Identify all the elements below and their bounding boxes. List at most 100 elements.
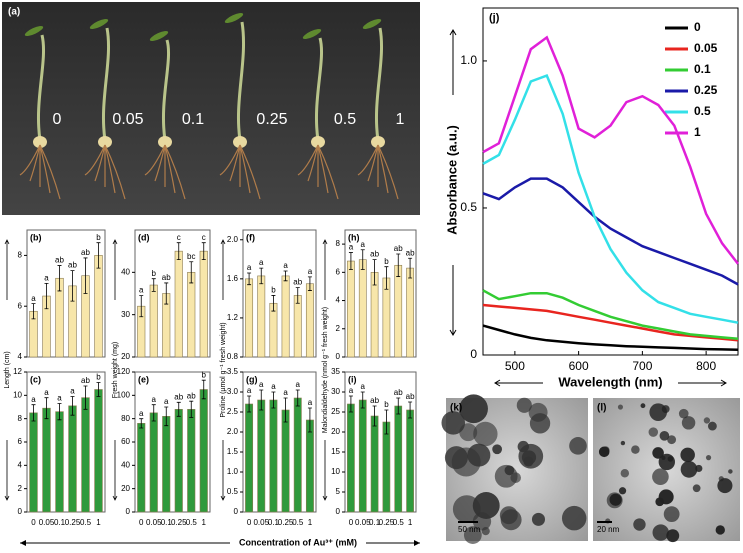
particle — [680, 447, 695, 463]
root — [239, 144, 251, 194]
seed — [98, 136, 112, 148]
x-tick-label: 0.1 — [54, 518, 66, 527]
panel-label: (g) — [246, 374, 258, 384]
root — [39, 144, 61, 200]
axis-arrow — [449, 29, 457, 336]
error-bar — [247, 395, 252, 413]
particle — [523, 456, 534, 467]
bar — [68, 405, 77, 513]
root — [29, 144, 41, 182]
bar — [42, 407, 51, 513]
particle — [680, 460, 698, 478]
seed — [158, 136, 172, 148]
y-tick-label: 2.5 — [227, 407, 239, 416]
particle — [452, 495, 481, 523]
significance-letter: ab — [55, 256, 64, 265]
error-bar — [44, 282, 49, 310]
significance-letter: a — [361, 382, 366, 391]
root — [144, 144, 166, 176]
panel-label: (i) — [348, 374, 357, 384]
leaf — [89, 18, 109, 30]
significance-letter: c — [177, 233, 181, 242]
bar — [199, 389, 208, 513]
significance-letter: ab — [394, 244, 403, 253]
panel-label: (a) — [8, 7, 20, 18]
axis-arrow — [220, 239, 226, 501]
error-bar — [151, 404, 156, 422]
plot-frame — [26, 371, 106, 513]
significance-letter: a — [296, 380, 301, 389]
plot-frame — [482, 7, 739, 356]
particle — [631, 445, 640, 454]
significance-letter: a — [57, 394, 62, 403]
error-bar — [164, 406, 169, 427]
x-tick-label: 0 — [31, 518, 36, 527]
particle — [561, 505, 587, 531]
seedlings — [19, 12, 399, 200]
significance-letter: ab — [293, 278, 302, 287]
particle — [463, 526, 482, 544]
axis-arrow — [494, 379, 727, 387]
series-line — [482, 303, 739, 342]
x-tick-label: 0.05 — [253, 518, 269, 527]
significance-letter: a — [70, 387, 75, 396]
significance-letter: b — [384, 400, 389, 409]
y-tick-label: 15 — [331, 447, 340, 456]
bar — [358, 399, 367, 513]
root — [357, 144, 379, 176]
legend-label: 0.5 — [694, 104, 711, 118]
significance-letter: a — [139, 409, 144, 418]
bar — [269, 399, 278, 513]
root — [164, 144, 176, 194]
x-tick-label: 0.5 — [186, 518, 198, 527]
y-tick-label: 3.0 — [227, 387, 239, 396]
bar — [406, 267, 414, 358]
seed — [311, 136, 325, 148]
root — [239, 144, 261, 200]
error-bar — [31, 404, 36, 422]
error-bar — [176, 242, 181, 261]
panel-label: (d) — [138, 232, 150, 242]
plot-frame — [344, 371, 417, 513]
y-tick-label: 0 — [234, 507, 239, 516]
particle — [681, 416, 696, 430]
error-bar — [96, 382, 101, 397]
y-tick-label: 10 — [331, 467, 340, 476]
series-line — [482, 177, 739, 286]
plot-frame — [26, 229, 106, 358]
particle — [620, 440, 626, 446]
y-tick-label: 6 — [18, 301, 23, 310]
x-tick-label: 700 — [632, 359, 652, 373]
error-bar — [396, 397, 401, 415]
plot-frame — [344, 229, 417, 358]
particle — [617, 404, 624, 410]
bar — [94, 255, 103, 358]
significance-letter: a — [152, 395, 157, 404]
photo-label: 1 — [396, 111, 405, 128]
particle — [633, 518, 646, 531]
stem — [36, 34, 46, 141]
bar — [174, 409, 183, 513]
root — [377, 144, 389, 194]
y-tick-label: 8 — [18, 414, 23, 423]
significance-letter: ab — [174, 392, 183, 401]
seed — [371, 136, 385, 148]
bar — [257, 399, 266, 513]
bar — [281, 275, 290, 358]
y-tick-label: 120 — [117, 367, 131, 376]
particle — [640, 403, 646, 409]
particle — [663, 506, 680, 523]
plot-frame — [134, 229, 211, 358]
error-bar — [348, 395, 353, 413]
particle — [500, 509, 522, 531]
y-tick-label: 0.5 — [460, 200, 477, 214]
error-bar — [247, 272, 252, 286]
bar — [149, 412, 158, 513]
significance-letter: ab — [370, 396, 379, 405]
particle — [598, 446, 610, 458]
root — [317, 144, 339, 200]
x-tick-label: 1 — [202, 518, 207, 527]
particle — [467, 443, 491, 467]
panel-label: (c) — [30, 374, 41, 384]
